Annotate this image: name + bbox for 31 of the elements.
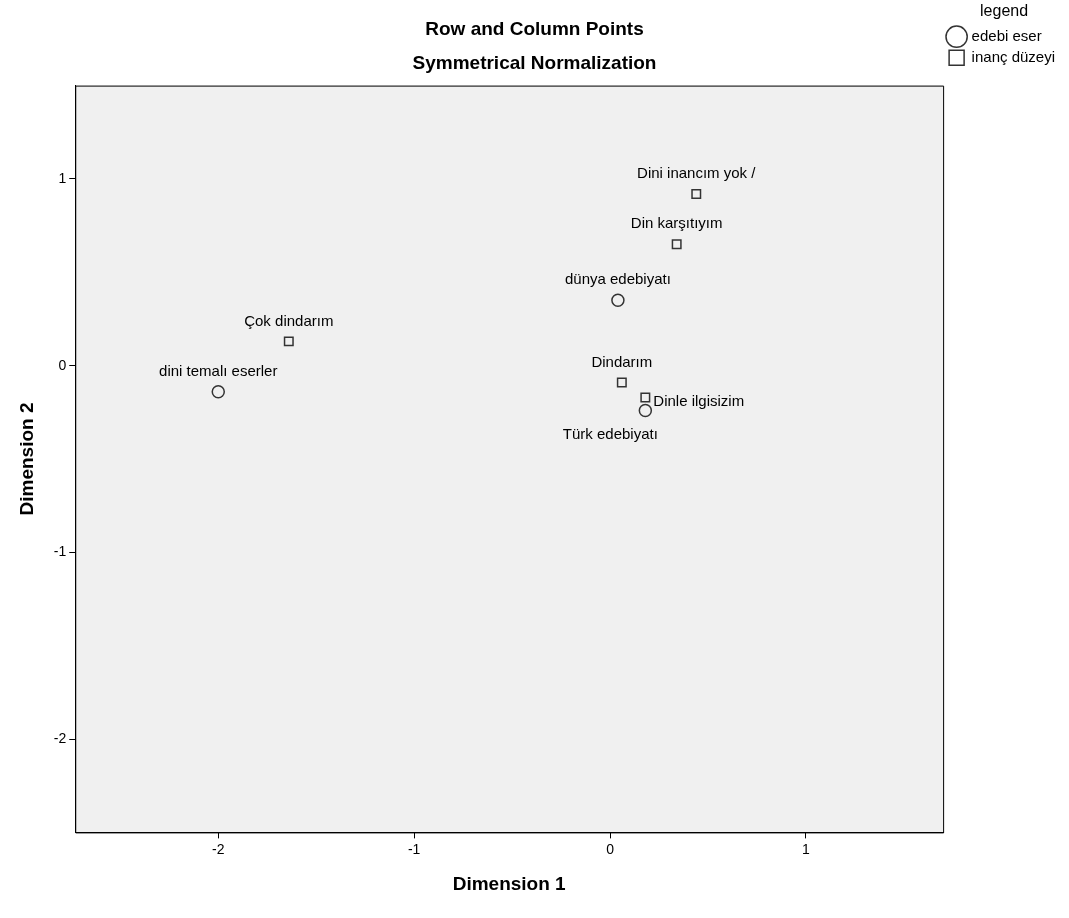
x-tick-label: 0 (606, 840, 615, 857)
chart-title: Row and Column Points (425, 17, 644, 39)
point (211, 385, 226, 399)
legend-label: inanç düzeyi (971, 47, 1055, 65)
annotation: Çok dindarım (244, 311, 334, 329)
annotation: Türk edebiyatı (562, 424, 658, 442)
x-tick-label: -1 (407, 840, 421, 857)
x-axis-title: Dimension 1 (452, 872, 567, 894)
annotation: Din karşıtıyım (630, 214, 723, 232)
legend-label: edebi eser (971, 26, 1042, 44)
y-axis-title: Dimension 2 (15, 402, 37, 516)
annotation: Dini inancım yok / (637, 164, 757, 182)
annotation: Dindarım (591, 352, 653, 370)
point (611, 293, 625, 308)
point (638, 403, 653, 418)
y-tick-label: 1 (58, 169, 67, 186)
y-tick-label: -1 (53, 543, 67, 560)
x-tick-label: 1 (802, 840, 811, 857)
point (616, 377, 627, 388)
point (283, 336, 294, 347)
x-tick-label: -2 (212, 840, 225, 857)
point (640, 392, 651, 403)
y-tick-label: 0 (58, 356, 67, 373)
chart-subtitle: Symmetrical Normalization (412, 52, 657, 74)
point (691, 188, 702, 199)
point (671, 239, 682, 250)
annotation: Dinle ilgisizim (653, 391, 745, 409)
annotation: dini temalı eserler (159, 361, 278, 379)
y-tick-label: -2 (53, 729, 67, 746)
annotation: dünya edebiyatı (564, 270, 671, 288)
legend-title: legend (980, 2, 1029, 20)
